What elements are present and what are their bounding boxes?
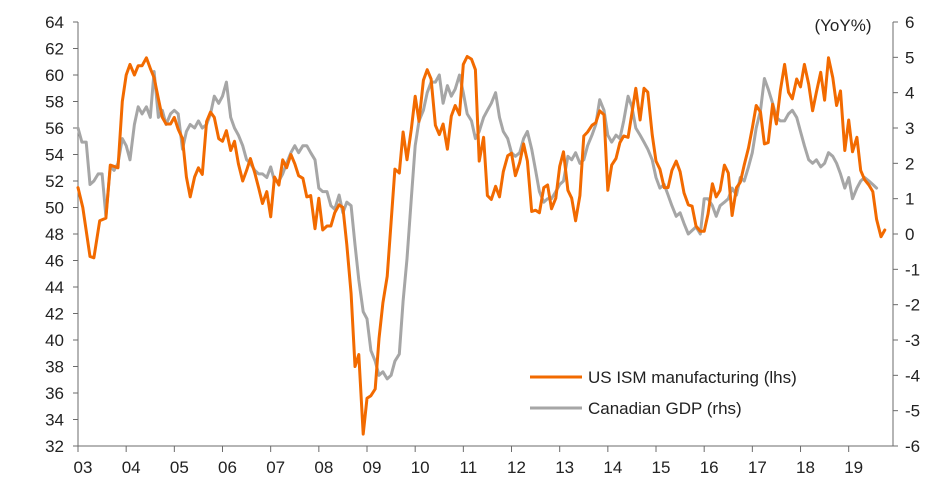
legend-label-us-ism: US ISM manufacturing (lhs) <box>588 368 797 387</box>
legend: US ISM manufacturing (lhs) Canadian GDP … <box>530 368 797 418</box>
right-axis-tick-label: 2 <box>905 154 914 173</box>
right-axis-tick-label: -2 <box>905 296 920 315</box>
x-axis-tick-label: 09 <box>363 458 382 477</box>
left-axis-tick-label: 42 <box>45 305 64 324</box>
x-axis-tick-label: 15 <box>652 458 671 477</box>
x-axis-tick-label: 03 <box>74 458 93 477</box>
right-axis-unit-label: (YoY%) <box>814 16 871 35</box>
right-axis-tick-label: -4 <box>905 366 920 385</box>
right-axis-tick-label: -1 <box>905 260 920 279</box>
x-axis-tick-label: 17 <box>748 458 767 477</box>
right-axis-tick-label: 3 <box>905 119 914 138</box>
right-axis-tick-label: -6 <box>905 437 920 456</box>
left-axis-tick-label: 38 <box>45 358 64 377</box>
left-axis-tick-label: 54 <box>45 146 64 165</box>
left-axis-tick-label: 60 <box>45 66 64 85</box>
x-axis-tick-label: 06 <box>218 458 237 477</box>
left-axis-tick-label: 50 <box>45 199 64 218</box>
x-axis-tick-label: 11 <box>460 458 478 477</box>
series-lines <box>76 55 887 436</box>
right-axis-tick-label: 1 <box>905 190 914 209</box>
right-axis-tick-label: -5 <box>905 402 920 421</box>
left-axis-tick-label: 46 <box>45 252 64 271</box>
right-axis-tick-label: 0 <box>905 225 914 244</box>
x-axis-tick-label: 16 <box>700 458 719 477</box>
left-axis-tick-label: 64 <box>45 13 64 32</box>
x-axis-tick-label: 14 <box>603 458 622 477</box>
right-axis-tick-label: 6 <box>905 13 914 32</box>
left-axis-tick-label: 40 <box>45 331 64 350</box>
x-axis-tick-label: 13 <box>555 458 574 477</box>
left-axis-tick-label: 62 <box>45 40 64 59</box>
left-axis-tick-label: 58 <box>45 93 64 112</box>
left-axis-tick-label: 36 <box>45 384 64 403</box>
us-ism-series-line <box>76 55 887 436</box>
left-axis-tick-label: 32 <box>45 437 64 456</box>
x-axis-tick-label: 10 <box>411 458 430 477</box>
x-axis-tick-label: 04 <box>122 458 141 477</box>
axes: 3234363840424446485052545658606264-6-5-4… <box>45 13 920 477</box>
left-axis-tick-label: 48 <box>45 225 64 244</box>
left-axis-tick-label: 52 <box>45 172 64 191</box>
left-axis-tick-label: 44 <box>45 278 64 297</box>
right-axis-tick-label: 4 <box>905 84 914 103</box>
x-axis-tick-label: 07 <box>266 458 285 477</box>
legend-label-canadian-gdp: Canadian GDP (rhs) <box>588 399 742 418</box>
x-axis-tick-label: 12 <box>507 458 526 477</box>
right-axis-tick-label: 5 <box>905 48 914 67</box>
left-axis-tick-label: 34 <box>45 411 64 430</box>
x-axis-tick-label: 05 <box>170 458 189 477</box>
right-axis-tick-label: -3 <box>905 331 920 350</box>
x-axis-tick-label: 08 <box>314 458 333 477</box>
x-axis-tick-label: 19 <box>844 458 863 477</box>
x-axis-tick-label: 18 <box>796 458 815 477</box>
left-axis-tick-label: 56 <box>45 119 64 138</box>
